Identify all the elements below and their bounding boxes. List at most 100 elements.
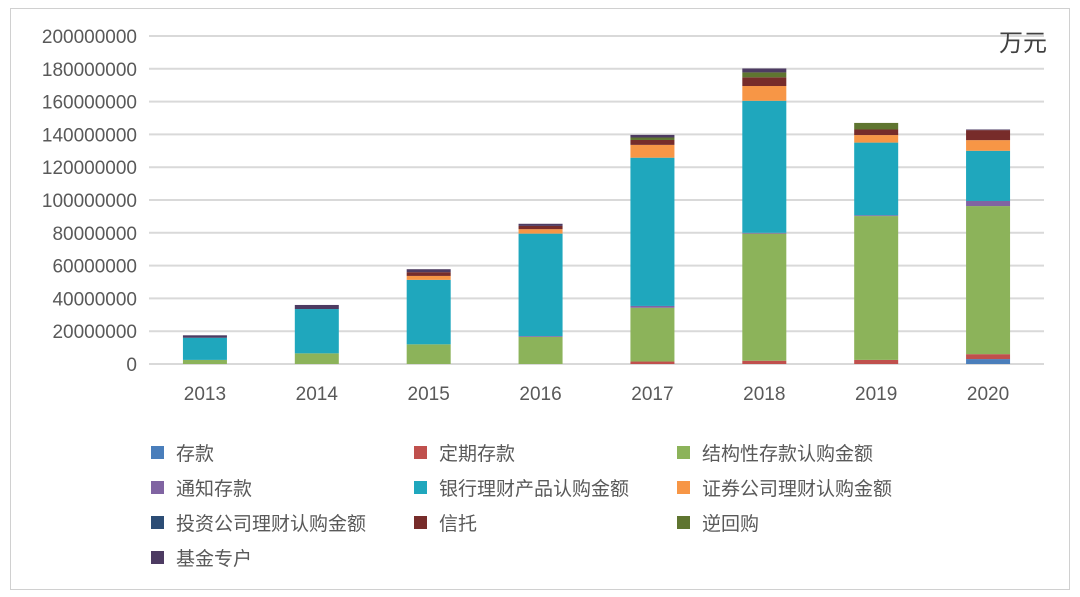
legend-item: 银行理财产品认购金额 (414, 476, 677, 500)
bar-segment-2016-5 (518, 229, 563, 234)
bar-segment-2014-4 (294, 309, 339, 354)
legend-swatch (414, 446, 427, 459)
bar-segment-2017-4 (630, 157, 675, 306)
bar-segment-2019-3 (854, 215, 899, 217)
bar-segment-2013-4 (182, 337, 227, 360)
bar-segment-2018-8 (742, 72, 787, 78)
bar-segment-2018-9 (742, 68, 787, 73)
legend-swatch (151, 481, 164, 494)
bar-segment-2019-4 (854, 142, 899, 216)
bar-segment-2016-4 (518, 233, 563, 337)
legend-item: 存款 (151, 441, 414, 465)
bar-segment-2015-5 (406, 275, 451, 280)
bar-segment-2015-9 (406, 269, 451, 273)
bar-segment-2017-9 (630, 134, 675, 138)
bar-segment-2020-5 (966, 140, 1011, 151)
y-tick-label: 120000000 (42, 158, 137, 179)
bar-segment-2017-8 (630, 137, 675, 140)
x-tick-label: 2015 (408, 384, 450, 405)
bar-segment-2014-9 (294, 304, 339, 310)
bar-segment-2016-9 (518, 223, 563, 226)
y-tick-label: 80000000 (52, 224, 137, 245)
x-tick-label: 2013 (184, 384, 226, 405)
legend-item: 投资公司理财认购金额 (151, 511, 414, 535)
x-tick-label: 2018 (743, 384, 785, 405)
legend-swatch (151, 446, 164, 459)
legend-item: 结构性存款认购金额 (677, 441, 940, 465)
legend-item: 逆回购 (677, 511, 940, 535)
bar-segment-2015-2 (406, 344, 451, 364)
bar-segment-2015-4 (406, 279, 451, 345)
legend-label: 存款 (176, 443, 215, 465)
x-tick-label: 2016 (519, 384, 561, 405)
bar-segment-2020-2 (966, 206, 1011, 355)
y-tick-label: 40000000 (52, 289, 137, 310)
legend-swatch (677, 481, 690, 494)
bar-segment-2020-4 (966, 150, 1011, 201)
legend-label: 基金专户 (176, 548, 253, 570)
legend-swatch (151, 551, 164, 564)
legend-swatch (414, 516, 427, 529)
y-tick-label: 160000000 (42, 93, 137, 114)
y-tick-label: 200000000 (42, 27, 137, 48)
legend-item: 定期存款 (414, 441, 677, 465)
bar-segment-2017-7 (630, 139, 675, 145)
y-tick-label: 140000000 (42, 125, 137, 146)
legend-item: 信托 (414, 511, 677, 535)
legend-label: 定期存款 (439, 443, 516, 465)
stacked-bar-chart: 0 20000000 40000000 60000000 80000000 1000000… (42, 27, 1047, 405)
legend-label: 投资公司理财认购金额 (176, 513, 367, 535)
legend-item: 证券公司理财认购金额 (677, 476, 940, 500)
bar-segment-2016-3 (518, 336, 563, 337)
bar-segment-2014-2 (294, 353, 339, 364)
y-tick-label: 100000000 (42, 191, 137, 212)
bar-segment-2018-7 (742, 77, 787, 87)
bar-segment-2020-1 (966, 354, 1011, 360)
bar-segment-2017-5 (630, 144, 675, 158)
legend-swatch (414, 481, 427, 494)
x-tick-label: 2014 (296, 384, 339, 405)
legend-item: 通知存款 (151, 476, 414, 500)
x-tick-label: 2020 (967, 384, 1009, 405)
bar-segment-2017-2 (630, 307, 675, 362)
legend-swatch (677, 446, 690, 459)
bar-segment-2018-1 (742, 360, 787, 364)
legend-label: 通知存款 (176, 478, 253, 500)
legend-swatch (151, 516, 164, 529)
bar-segment-2019-8 (854, 122, 899, 130)
bar-segment-2018-3 (742, 232, 787, 234)
bar-segment-2020-0 (966, 359, 1011, 364)
bar-segment-2019-7 (854, 129, 899, 136)
chart-frame: 0 20000000 40000000 60000000 80000000 1000000… (10, 8, 1070, 590)
legend-swatch (677, 516, 690, 529)
bar-segment-2020-3 (966, 200, 1011, 207)
bar-segment-2019-1 (854, 359, 899, 364)
y-tick-label: 60000000 (52, 257, 137, 278)
bar-segment-2018-5 (742, 86, 787, 101)
bar-segment-2017-3 (630, 305, 675, 308)
bar-segment-2016-7 (518, 225, 563, 230)
bar-segment-2013-9 (182, 335, 227, 338)
legend-label: 结构性存款认购金额 (702, 443, 874, 465)
y-tick-label: 20000000 (52, 322, 137, 343)
bar-segment-2013-2 (182, 359, 227, 364)
bar-segment-2020-9 (966, 129, 1011, 131)
y-tick-label: 0 (126, 355, 137, 376)
legend-label: 信托 (439, 513, 478, 535)
legend-item: 基金专户 (151, 546, 414, 570)
legend-label: 证券公司理财认购金额 (702, 478, 893, 500)
bar-segment-2017-1 (630, 361, 675, 364)
x-tick-label: 2017 (631, 384, 673, 405)
legend-label: 逆回购 (702, 513, 760, 535)
bar-segment-2018-2 (742, 233, 787, 361)
legend-label: 银行理财产品认购金额 (439, 478, 630, 500)
bar-segment-2019-2 (854, 216, 899, 360)
bar-segment-2019-5 (854, 135, 899, 143)
unit-label: 万元 (999, 29, 1047, 57)
bar-segment-2015-7 (406, 272, 451, 276)
bar-segment-2016-2 (518, 336, 563, 364)
x-tick-label: 2019 (855, 384, 897, 405)
y-tick-label: 180000000 (42, 60, 137, 81)
bar-segment-2018-4 (742, 100, 787, 233)
bar-segment-2020-7 (966, 130, 1011, 141)
